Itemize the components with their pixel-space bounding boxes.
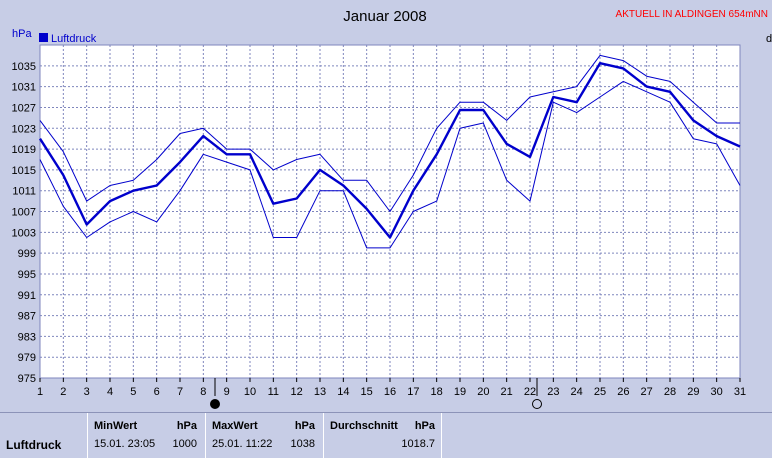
moon-markers xyxy=(210,378,542,409)
y-tick-label: 983 xyxy=(18,331,36,343)
tick-labels: 9759799839879919959991003100710111015101… xyxy=(12,61,747,398)
series-line-max xyxy=(39,54,740,212)
min-date: 15.01. 23:05 xyxy=(94,438,156,450)
full-moon-icon xyxy=(532,399,542,409)
x-tick-label: 8 xyxy=(200,386,206,398)
chart-panel: Januar 2008 AKTUELL IN ALDINGEN 654mNN h… xyxy=(11,8,772,409)
series-line-mean xyxy=(38,62,741,239)
x-tick-label: 22 xyxy=(524,386,536,398)
x-tick-label: 18 xyxy=(431,386,443,398)
max-value: 1038 xyxy=(290,438,315,450)
average-value: 1018.7 xyxy=(401,438,435,450)
y-tick-label: 1031 xyxy=(12,82,36,94)
min-value: 1000 xyxy=(172,438,197,450)
x-tick-label: 13 xyxy=(314,386,326,398)
x-tick-label: 20 xyxy=(477,386,489,398)
x-tick-label: 26 xyxy=(617,386,629,398)
series-layer xyxy=(38,54,741,249)
y-tick-label: 1011 xyxy=(12,186,36,198)
stats-table: Luftdruck MinWert hPa 15.01. 23:05 1000 … xyxy=(0,412,772,458)
min-value-cell: MinWert hPa 15.01. 23:05 1000 xyxy=(88,413,206,458)
x-tick-label: 5 xyxy=(130,386,136,398)
average-label: Durchschnitt xyxy=(330,420,398,432)
x-tick-label: 28 xyxy=(664,386,676,398)
new-moon-icon xyxy=(210,399,220,409)
stats-row-header: Luftdruck xyxy=(0,413,88,458)
x-tick-label: 16 xyxy=(384,386,396,398)
x-tick-label: 3 xyxy=(84,386,90,398)
x-tick-label: 30 xyxy=(711,386,723,398)
y-tick-label: 975 xyxy=(18,373,36,385)
x-tick-label: 15 xyxy=(361,386,373,398)
y-tick-label: 1003 xyxy=(12,227,36,239)
max-value-cell: MaxWert hPa 25.01. 11:22 1038 xyxy=(206,413,324,458)
max-label: MaxWert xyxy=(212,420,258,432)
station-status-label: AKTUELL IN ALDINGEN 654mNN xyxy=(616,9,768,20)
y-axis-unit-label: hPa xyxy=(12,28,32,40)
x-tick-label: 10 xyxy=(244,386,256,398)
x-tick-label: 29 xyxy=(687,386,699,398)
y-tick-label: 1019 xyxy=(12,144,36,156)
y-tick-label: 991 xyxy=(18,290,36,302)
x-tick-label: 19 xyxy=(454,386,466,398)
x-tick-label: 31 xyxy=(734,386,746,398)
series-line-min xyxy=(39,80,741,249)
x-tick-label: 23 xyxy=(547,386,559,398)
y-tick-label: 1035 xyxy=(12,61,36,73)
x-tick-label: 12 xyxy=(291,386,303,398)
pressure-line-chart: Januar 2008 AKTUELL IN ALDINGEN 654mNN h… xyxy=(12,8,772,409)
y-tick-label: 1015 xyxy=(12,165,36,177)
x-tick-label: 25 xyxy=(594,386,606,398)
y-tick-label: 1027 xyxy=(12,102,36,114)
x-tick-label: 27 xyxy=(641,386,653,398)
max-unit: hPa xyxy=(294,420,315,432)
min-unit: hPa xyxy=(176,420,197,432)
y-tick-label: 1007 xyxy=(12,207,36,219)
y-tick-label: 995 xyxy=(18,269,36,281)
x-tick-label: 2 xyxy=(60,386,66,398)
x-tick-label: 14 xyxy=(337,386,349,398)
y-tick-label: 999 xyxy=(18,248,36,260)
max-date: 25.01. 11:22 xyxy=(212,438,273,450)
x-tick-label: 7 xyxy=(177,386,183,398)
y-tick-label: 987 xyxy=(18,311,36,323)
legend-label: Luftdruck xyxy=(51,33,97,45)
y-tick-label: 1023 xyxy=(12,123,36,135)
x-tick-label: 11 xyxy=(268,386,279,398)
average-unit: hPa xyxy=(414,420,435,432)
average-value-cell: Durchschnitt hPa 1018.7 xyxy=(324,413,442,458)
x-tick-label: 6 xyxy=(154,386,160,398)
y-tick-label: 979 xyxy=(18,352,36,364)
stats-row-label: Luftdruck xyxy=(6,438,62,452)
min-label: MinWert xyxy=(94,420,138,432)
legend-swatch xyxy=(39,33,48,42)
x-tick-label: 4 xyxy=(107,386,113,398)
x-tick-label: 17 xyxy=(407,386,419,398)
x-tick-label: 9 xyxy=(224,386,230,398)
x-tick-label: 21 xyxy=(501,386,513,398)
x-tick-label: 1 xyxy=(37,386,43,398)
y-axis-unit-label-right: d xyxy=(766,33,772,45)
x-tick-label: 24 xyxy=(571,386,583,398)
chart-title: Januar 2008 xyxy=(343,8,426,25)
